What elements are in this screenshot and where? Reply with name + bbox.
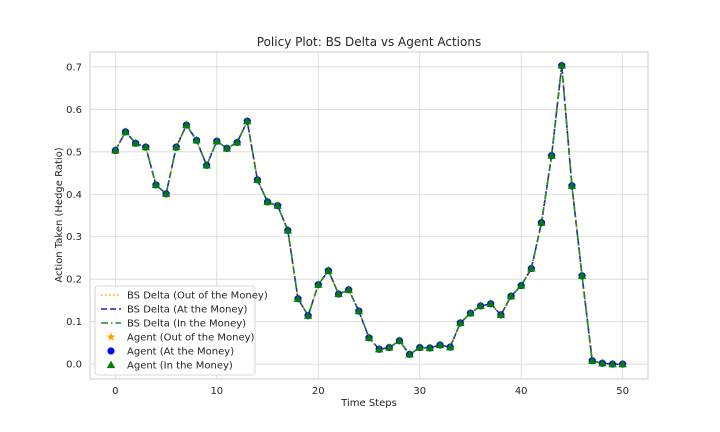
x-tick-labels: 0 10 20 30 40 50 [112, 386, 629, 397]
legend-item: BS Delta (Out of the Money) [101, 291, 268, 302]
y-tick-label: 0.1 [66, 317, 82, 328]
data-point-agent-in-the-money [334, 289, 343, 298]
data-point-agent-in-the-money [293, 294, 303, 302]
data-point-agent-in-the-money [192, 135, 201, 144]
legend-label: Agent (In the Money) [127, 361, 233, 372]
data-point-agent-in-the-money [486, 299, 495, 307]
data-point-agent-in-the-money [273, 201, 282, 209]
data-point-agent-in-the-money [253, 175, 262, 183]
legend-item: Agent (At the Money) [107, 347, 234, 358]
data-point-agent-in-the-money [172, 142, 181, 151]
y-tick-label: 0.0 [66, 360, 82, 371]
legend-label: BS Delta (At the Money) [127, 305, 247, 316]
data-point-agent-in-the-money [354, 306, 364, 315]
x-tick-label: 50 [616, 386, 629, 397]
data-point-agent-in-the-money [364, 333, 374, 341]
legend-item: BS Delta (At the Money) [101, 305, 247, 316]
data-point-agent-in-the-money [598, 358, 607, 367]
data-point-agent-in-the-money [466, 308, 475, 317]
data-point-agent-in-the-money [243, 116, 252, 125]
legend-item: BS Delta (In the Money) [101, 319, 246, 330]
data-point-agent-in-the-money [395, 336, 404, 344]
data-point-agent-in-the-money [588, 356, 597, 364]
legend-swatch [106, 360, 116, 369]
data-point-agent-in-the-money [303, 311, 313, 319]
x-tick-label: 10 [210, 386, 223, 397]
data-point-agent-in-the-money [405, 349, 414, 358]
data-point-agent-in-the-money [506, 291, 516, 300]
data-point-agent-in-the-money [557, 61, 566, 69]
data-point-agent-in-the-money [151, 180, 161, 189]
y-tick-label: 0.3 [66, 232, 82, 243]
data-point-agent-in-the-money [344, 285, 353, 293]
data-point-agent-in-the-money [314, 280, 323, 288]
data-point-agent-in-the-money [182, 120, 191, 129]
data-point-agent-in-the-money [608, 359, 617, 368]
y-tick-labels: 0.0 0.1 0.2 0.3 0.4 0.5 0.6 0.7 [66, 62, 82, 370]
legend-box [94, 285, 256, 376]
data-point-agent-in-the-money [385, 343, 394, 351]
x-tick-label: 30 [413, 386, 426, 397]
data-point-agent-in-the-money [141, 142, 150, 151]
data-point-agent-in-the-money [476, 301, 485, 310]
x-tick-label: 20 [312, 386, 325, 397]
y-axis-label: Action Taken (Hedge Ratio) [54, 147, 65, 282]
x-axis-label: Time Steps [340, 398, 397, 409]
data-point-agent-in-the-money [435, 340, 445, 349]
data-point-agent-in-the-money [517, 281, 526, 289]
data-point-agent-in-the-money [445, 342, 455, 351]
data-point-agent-in-the-money [567, 181, 577, 189]
data-point-agent-in-the-money [161, 189, 171, 197]
legend-label: BS Delta (Out of the Money) [127, 291, 268, 302]
data-point-agent-in-the-money [456, 318, 465, 327]
chart-title: Policy Plot: BS Delta vs Agent Actions [257, 35, 481, 49]
data-point-agent-in-the-money [324, 266, 333, 274]
series-markers [111, 61, 627, 368]
y-tick-label: 0.6 [66, 105, 82, 116]
data-point-agent-in-the-money [537, 218, 546, 226]
legend: BS Delta (Out of the Money) BS Delta (At … [94, 285, 268, 376]
data-point-agent-in-the-money [374, 344, 384, 353]
data-point-agent-in-the-money [263, 197, 272, 205]
data-point-agent-in-the-money [527, 264, 536, 272]
legend-label: BS Delta (In the Money) [127, 319, 246, 330]
legend-item: Agent (Out of the Money) [106, 332, 255, 344]
data-point-agent-in-the-money [212, 136, 221, 145]
data-point-agent-in-the-money [577, 271, 587, 279]
x-tick-label: 0 [112, 386, 118, 397]
data-point-agent-in-the-money [202, 160, 211, 169]
legend-swatch [106, 332, 116, 341]
legend-label: Agent (At the Money) [127, 347, 234, 358]
x-tick-label: 40 [515, 386, 528, 397]
y-tick-label: 0.7 [66, 62, 82, 73]
data-point-agent-in-the-money [232, 138, 242, 146]
y-tick-label: 0.2 [66, 275, 82, 286]
data-point-agent-in-the-money [131, 138, 140, 147]
data-point-agent-in-the-money [618, 359, 627, 368]
y-tick-label: 0.5 [66, 147, 82, 158]
legend-item: Agent (In the Money) [106, 360, 233, 372]
data-point-agent-in-the-money [415, 343, 424, 351]
y-tick-label: 0.4 [66, 190, 82, 201]
data-point-agent-in-the-money [283, 225, 293, 234]
data-point-agent-in-the-money [547, 151, 556, 159]
legend-swatch [107, 347, 115, 355]
legend-label: Agent (Out of the Money) [127, 333, 255, 344]
data-point-agent-in-the-money [111, 146, 120, 154]
data-point-agent-in-the-money [222, 144, 232, 152]
data-point-agent-in-the-money [121, 127, 130, 135]
data-point-agent-in-the-money [425, 343, 435, 352]
data-point-agent-in-the-money [496, 310, 506, 318]
